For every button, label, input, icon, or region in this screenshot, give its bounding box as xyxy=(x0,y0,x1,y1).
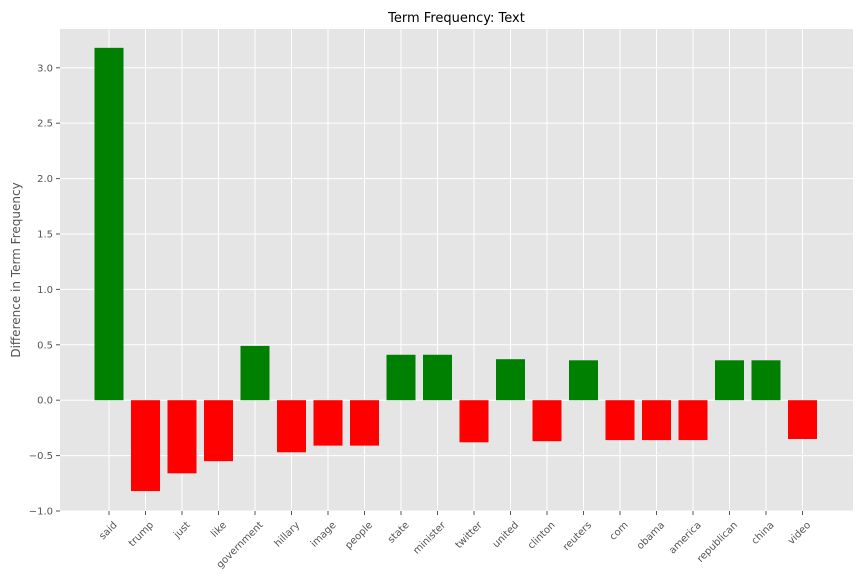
x-tick-label: clinton xyxy=(526,520,558,552)
y-tick-label: 1.5 xyxy=(37,229,53,240)
bar-just xyxy=(167,400,197,474)
bar-republican xyxy=(715,360,744,401)
x-tick-label: image xyxy=(309,520,339,550)
bar-trump xyxy=(131,400,160,492)
y-tick-label: 0.5 xyxy=(37,340,53,351)
y-tick-label: 2.5 xyxy=(37,119,53,130)
bar-china xyxy=(751,360,781,401)
x-tick-label: china xyxy=(750,520,777,547)
x-tick-label: america xyxy=(667,520,703,556)
bar-united xyxy=(496,359,525,401)
x-tick-label: twitter xyxy=(454,519,486,551)
bars xyxy=(94,47,817,492)
y-tick-label: 3.0 xyxy=(37,63,53,74)
y-tick-label: 1.0 xyxy=(37,285,53,296)
x-tick-label: said xyxy=(97,520,119,542)
x-tick-label: state xyxy=(386,520,412,546)
bar-people xyxy=(350,400,379,446)
x-tick-label: hillary xyxy=(273,520,303,550)
bar-video xyxy=(788,400,817,439)
chart-title: Term Frequency: Text xyxy=(387,11,525,26)
bar-state xyxy=(386,354,416,401)
y-tick-label: −1.0 xyxy=(29,507,53,518)
x-tick-label: like xyxy=(209,520,229,540)
x-tick-label: reuters xyxy=(561,520,594,553)
bar-said xyxy=(94,47,124,401)
x-tick-label: obama xyxy=(635,520,667,552)
x-tick-label: com xyxy=(608,520,631,543)
y-tick-label: −0.5 xyxy=(29,451,53,462)
x-tick-label: trump xyxy=(127,520,156,549)
bar-clinton xyxy=(532,400,562,442)
x-tick-label: video xyxy=(786,520,813,547)
y-tick-label: 0.0 xyxy=(37,396,53,407)
bar-government xyxy=(240,345,270,401)
bar-image xyxy=(313,400,343,446)
bar-america xyxy=(678,400,708,441)
bar-hillary xyxy=(277,400,306,453)
bar-like xyxy=(204,400,233,462)
y-axis-ticks: −1.0 −0.5 0.0 0.5 1.0 1.5 2.0 2.5 3.0 xyxy=(29,63,60,518)
bar-obama xyxy=(642,400,671,441)
y-tick-label: 2.0 xyxy=(37,174,53,185)
bar-reuters xyxy=(569,360,598,401)
x-tick-label: just xyxy=(171,520,192,541)
x-tick-label: minister xyxy=(411,519,448,556)
bar-minister xyxy=(423,354,452,401)
bar-twitter xyxy=(459,400,489,443)
x-tick-label: people xyxy=(343,520,375,552)
x-tick-label: united xyxy=(491,520,521,550)
y-axis-label: Difference in Term Frequency xyxy=(9,182,23,357)
bar-com xyxy=(605,400,635,441)
